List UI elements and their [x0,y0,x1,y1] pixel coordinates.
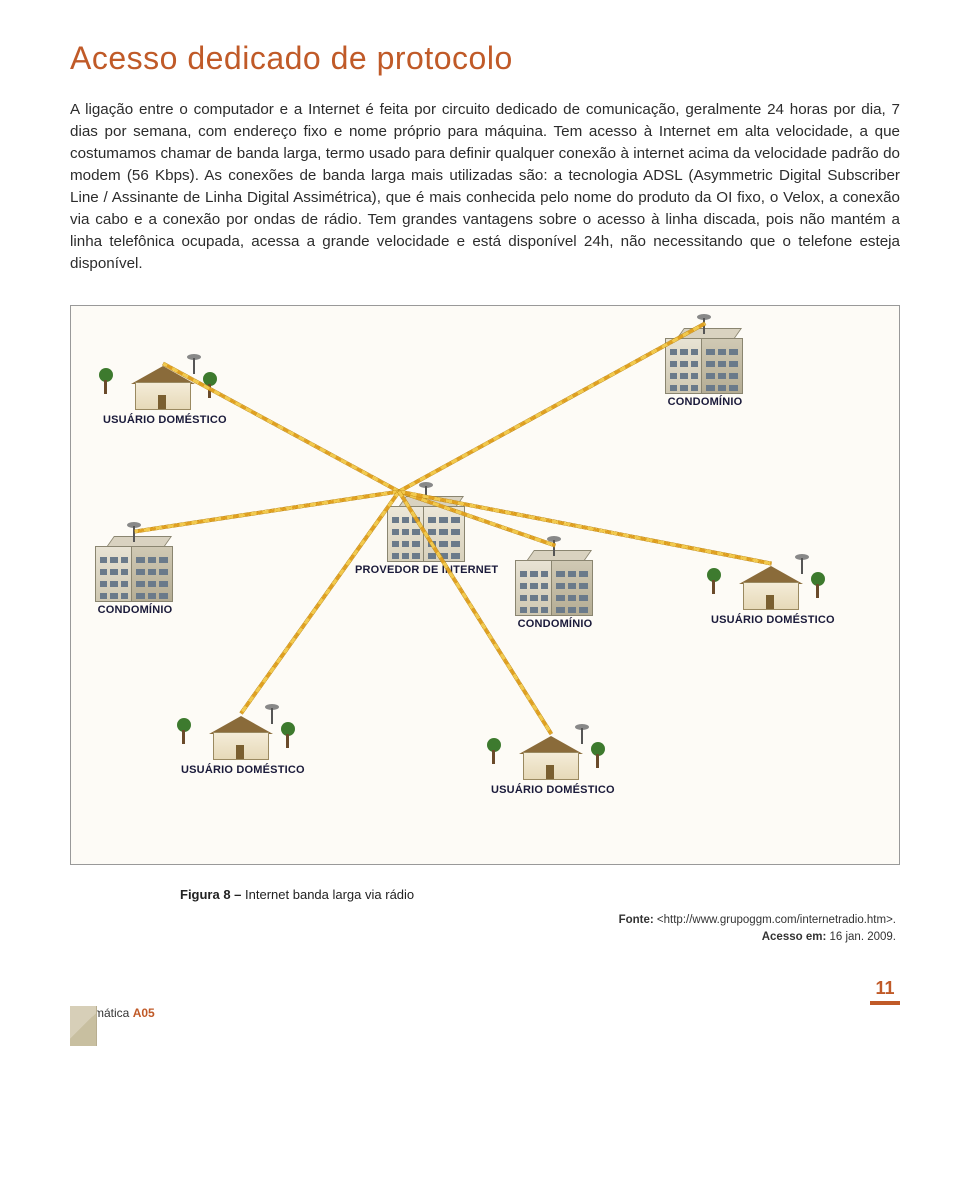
node-label: USUÁRIO DOMÉSTICO [491,784,615,796]
page-number-bar [870,1001,900,1005]
node-label: PROVEDOR DE INTERNET [355,564,498,576]
node-label: CONDOMÍNIO [661,396,749,408]
node-user_bl: USUÁRIO DOMÉSTICO [181,706,305,776]
radio-link [240,491,400,715]
figure-diagram: USUÁRIO DOMÉSTICO CONDOMÍNIO CONDOMÍNIO PRO… [70,305,900,865]
node-label: USUÁRIO DOMÉSTICO [181,764,305,776]
footer-subject: Informática A05 [70,1006,900,1020]
node-condo_c: CONDOMÍNIO [511,550,599,630]
access-label: Acesso em: [762,931,830,943]
node-condo_l: CONDOMÍNIO [91,536,179,616]
radio-link [162,362,399,493]
radio-link [398,322,705,493]
node-label: CONDOMÍNIO [91,604,179,616]
section-heading: Acesso dedicado de protocolo [70,40,900,77]
access-date: 16 jan. 2009. [829,931,896,943]
node-label: USUÁRIO DOMÉSTICO [103,414,227,426]
caption-text: Internet banda larga via rádio [245,887,414,902]
node-label: USUÁRIO DOMÉSTICO [711,614,835,626]
page-number: 11 [870,978,900,1005]
figure-caption: Figura 8 – Internet banda larga via rádi… [180,887,900,902]
page-footer: 11 Informática A05 [70,1006,900,1046]
corner-tab-icon [70,1006,97,1046]
source-label: Fonte: [619,914,657,926]
node-user_r: USUÁRIO DOMÉSTICO [711,556,835,626]
caption-prefix: Figura 8 – [180,887,245,902]
node-user_bc: USUÁRIO DOMÉSTICO [491,726,615,796]
footer-ref: A05 [133,1006,155,1020]
source-url: <http://www.grupoggm.com/internetradio.h… [657,914,896,926]
node-label: CONDOMÍNIO [511,618,599,630]
body-paragraph: A ligação entre o computador e a Interne… [70,99,900,275]
page-number-value: 11 [870,978,900,999]
figure-source: Fonte: <http://www.grupoggm.com/internet… [70,912,896,945]
